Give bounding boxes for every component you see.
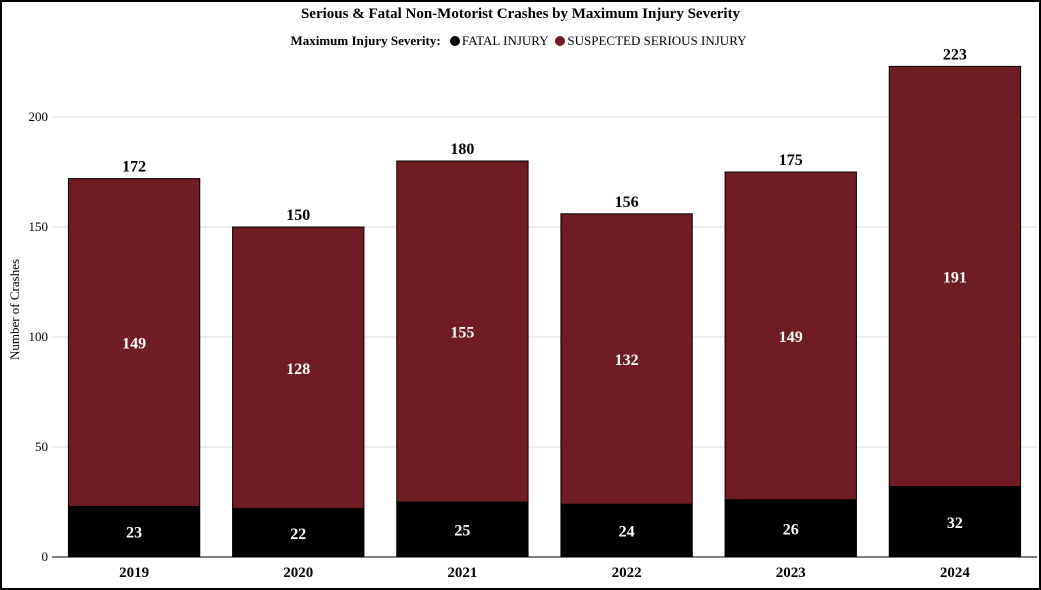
y-tick-label: 200 <box>29 109 49 124</box>
bar-fatal <box>888 486 1022 558</box>
y-tick-label: 150 <box>29 219 49 234</box>
legend-title: Maximum Injury Severity: <box>290 33 441 48</box>
total-label: 150 <box>286 207 310 224</box>
total-label: 175 <box>779 152 803 169</box>
x-tick-label: 2024 <box>940 565 971 581</box>
bar-serious <box>560 213 693 505</box>
bar-fatal <box>232 508 365 558</box>
data-label-fatal: 24 <box>619 524 635 541</box>
data-label-fatal: 25 <box>454 523 470 540</box>
legend-entry-fatal[interactable]: FATAL INJURY <box>449 33 551 48</box>
bar-fatal <box>67 505 201 558</box>
legend-label-fatal: FATAL INJURY <box>461 33 549 48</box>
bar-fatal <box>724 499 857 558</box>
data-label-serious: 128 <box>286 361 310 378</box>
bar-serious <box>888 65 1022 488</box>
x-tick-label: 2022 <box>612 565 642 581</box>
y-axis-label: Number of Crashes <box>7 259 22 360</box>
y-tick-label: 0 <box>42 549 49 564</box>
data-label-serious: 132 <box>615 352 639 369</box>
legend-swatch-serious <box>555 36 566 46</box>
bar-serious <box>396 160 529 503</box>
data-label-serious: 155 <box>450 325 474 342</box>
bar-serious <box>232 226 365 510</box>
total-label: 156 <box>615 194 639 211</box>
chart-legend: Maximum Injury Severity: FATAL INJURY SU… <box>0 33 1041 49</box>
total-label: 223 <box>943 46 967 63</box>
chart-title: Serious & Fatal Non-Motorist Crashes by … <box>300 6 741 22</box>
data-label-serious: 149 <box>779 329 803 346</box>
total-label: 180 <box>450 141 474 158</box>
legend-swatch-fatal <box>449 36 460 46</box>
data-label-serious: 149 <box>122 336 146 353</box>
legend-label-serious: SUSPECTED SERIOUS INJURY <box>567 33 747 48</box>
bar-serious <box>67 178 201 507</box>
data-label-fatal: 32 <box>947 515 963 532</box>
data-label-fatal: 26 <box>783 521 799 538</box>
x-tick-label: 2020 <box>283 565 313 581</box>
x-tick-label: 2019 <box>119 565 149 581</box>
y-tick-label: 50 <box>35 439 48 454</box>
legend-entry-serious[interactable]: SUSPECTED SERIOUS INJURY <box>555 33 747 48</box>
x-tick-label: 2023 <box>776 565 806 581</box>
data-label-serious: 191 <box>943 270 967 287</box>
y-tick-label: 100 <box>29 329 49 344</box>
x-tick-label: 2021 <box>447 565 477 581</box>
total-label: 172 <box>122 159 146 176</box>
data-label-fatal: 22 <box>290 526 306 543</box>
data-label-fatal: 23 <box>126 525 142 542</box>
bar-serious <box>724 171 857 501</box>
